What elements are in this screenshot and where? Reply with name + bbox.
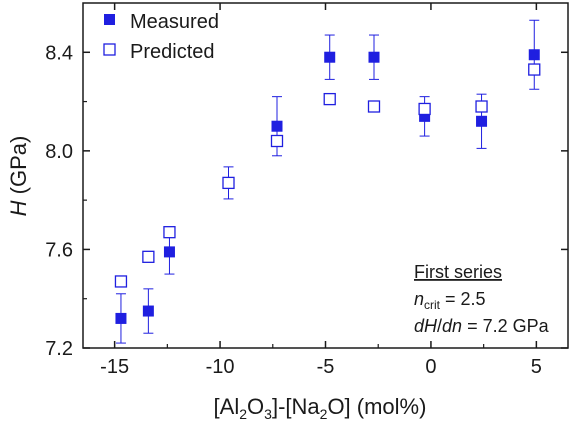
x-tick-label: -15 [100,356,129,378]
measured-point [419,110,431,122]
x-tick-labels: -15 -10 -5 0 5 [100,356,542,378]
y-tick-label: 8.0 [45,141,73,163]
legend-marker-measured [104,14,115,25]
y-tick-labels: 7.2 7.6 8.0 8.4 [45,42,73,360]
predicted-point [475,100,488,113]
predicted-point [528,63,541,76]
y-tick-label: 7.6 [45,239,73,261]
x-tick-label: 5 [531,356,542,378]
predicted-point [323,92,336,106]
measured-point [324,51,336,63]
y-axis-title: H (GPa) [6,136,31,217]
predicted-point [114,275,128,288]
annotation-ncrit: ncrit = 2.5 [414,289,486,312]
x-tick-label: 0 [425,356,436,378]
measured-point [115,312,127,324]
measured-point [476,115,488,127]
data-markers [114,49,541,324]
predicted-point [270,134,284,148]
predicted-point [367,100,381,113]
y-tick-label: 7.2 [45,338,73,360]
predicted-point [222,176,235,190]
measured-point [271,120,283,132]
measured-point [368,51,380,63]
axis-ticks [83,3,568,349]
legend-marker-predicted [103,43,116,56]
annotation-slope: dH/dn = 7.2 GPa [414,316,550,336]
measured-point [528,49,540,61]
predicted-point [163,226,176,239]
y-tick-label: 8.4 [45,42,73,64]
measured-point [142,305,154,317]
legend-label-predicted: Predicted [130,41,215,63]
predicted-point [418,102,431,116]
legend-label-measured: Measured [130,11,219,33]
x-tick-label: -5 [317,356,335,378]
annotation-title: First series [414,262,502,282]
legend: Measured Predicted [103,11,219,63]
predicted-point [142,250,155,263]
x-axis-title: [Al2O3]-[Na2O] (mol%) [214,394,427,422]
measured-point [163,246,175,258]
annotation-box: First series ncrit = 2.5 dH/dn = 7.2 GPa [414,262,550,336]
x-tick-label: -10 [206,356,235,378]
